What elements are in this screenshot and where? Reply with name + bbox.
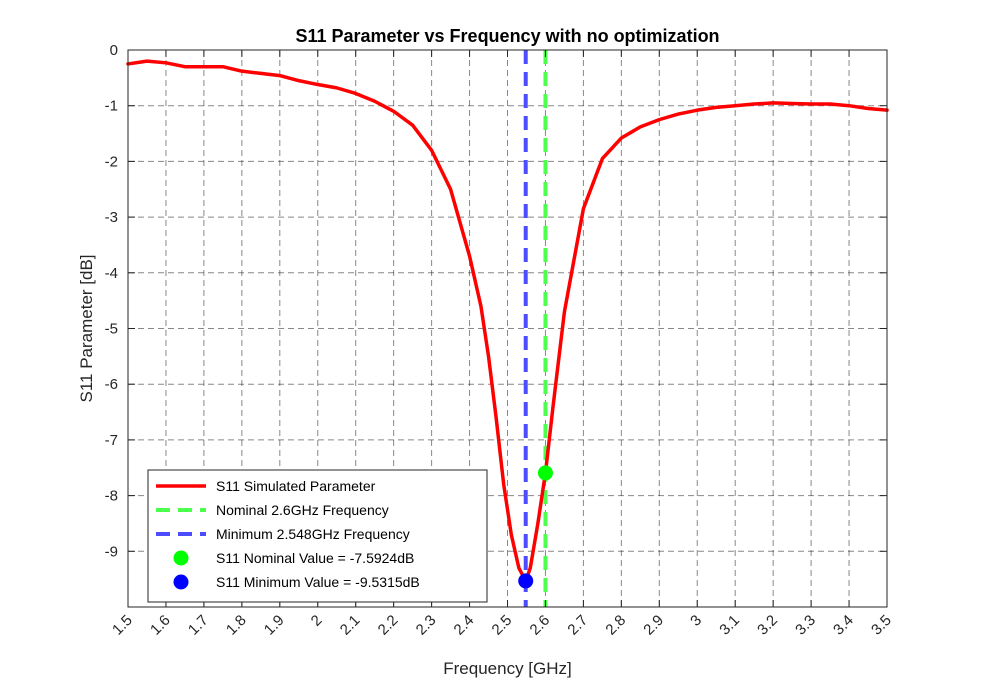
y-axis-ticks: 0 -1 -2 -3 -4 -5 -6 -7 -8 -9 — [105, 42, 887, 560]
y-tick-label: -7 — [105, 432, 118, 449]
legend-label: S11 Minimum Value = -9.5315dB — [216, 574, 420, 590]
legend-marker-swatch — [173, 574, 189, 590]
series-points — [518, 465, 553, 589]
nominal-value-point — [537, 465, 553, 481]
y-tick-label: -5 — [105, 321, 118, 338]
y-tick-label: -4 — [105, 265, 118, 282]
y-tick-label: -9 — [105, 543, 118, 560]
series-lines — [126, 59, 889, 583]
y-tick-label: -1 — [105, 98, 118, 115]
reference-lines — [523, 50, 548, 607]
legend-entry: S11 Simulated Parameter — [156, 478, 376, 494]
legend-entry: Minimum 2.548GHz Frequency — [156, 526, 410, 542]
legend-label: Minimum 2.548GHz Frequency — [216, 526, 410, 542]
legend: S11 Simulated Parameter Nominal 2.6GHz Fr… — [147, 469, 488, 603]
chart-title: S11 Parameter vs Frequency with no optim… — [295, 26, 719, 46]
y-axis-label: S11 Parameter [dB] — [77, 254, 96, 402]
legend-entry: S11 Nominal Value = -7.5924dB — [173, 550, 414, 566]
x-axis-label: Frequency [GHz] — [443, 659, 572, 678]
y-tick-label: -3 — [105, 209, 118, 226]
legend-label: S11 Nominal Value = -7.5924dB — [216, 550, 414, 566]
legend-entry: S11 Minimum Value = -9.5315dB — [173, 574, 420, 590]
legend-label: S11 Simulated Parameter — [216, 478, 376, 494]
y-tick-label: 0 — [110, 42, 118, 59]
legend-label: Nominal 2.6GHz Frequency — [216, 502, 389, 518]
s11-curve — [126, 59, 889, 583]
legend-marker-swatch — [173, 550, 189, 566]
y-tick-label: -2 — [105, 153, 118, 170]
minimum-value-point — [518, 573, 534, 589]
legend-entry: Nominal 2.6GHz Frequency — [156, 502, 389, 518]
y-tick-label: -8 — [105, 488, 118, 505]
y-tick-label: -6 — [105, 376, 118, 393]
